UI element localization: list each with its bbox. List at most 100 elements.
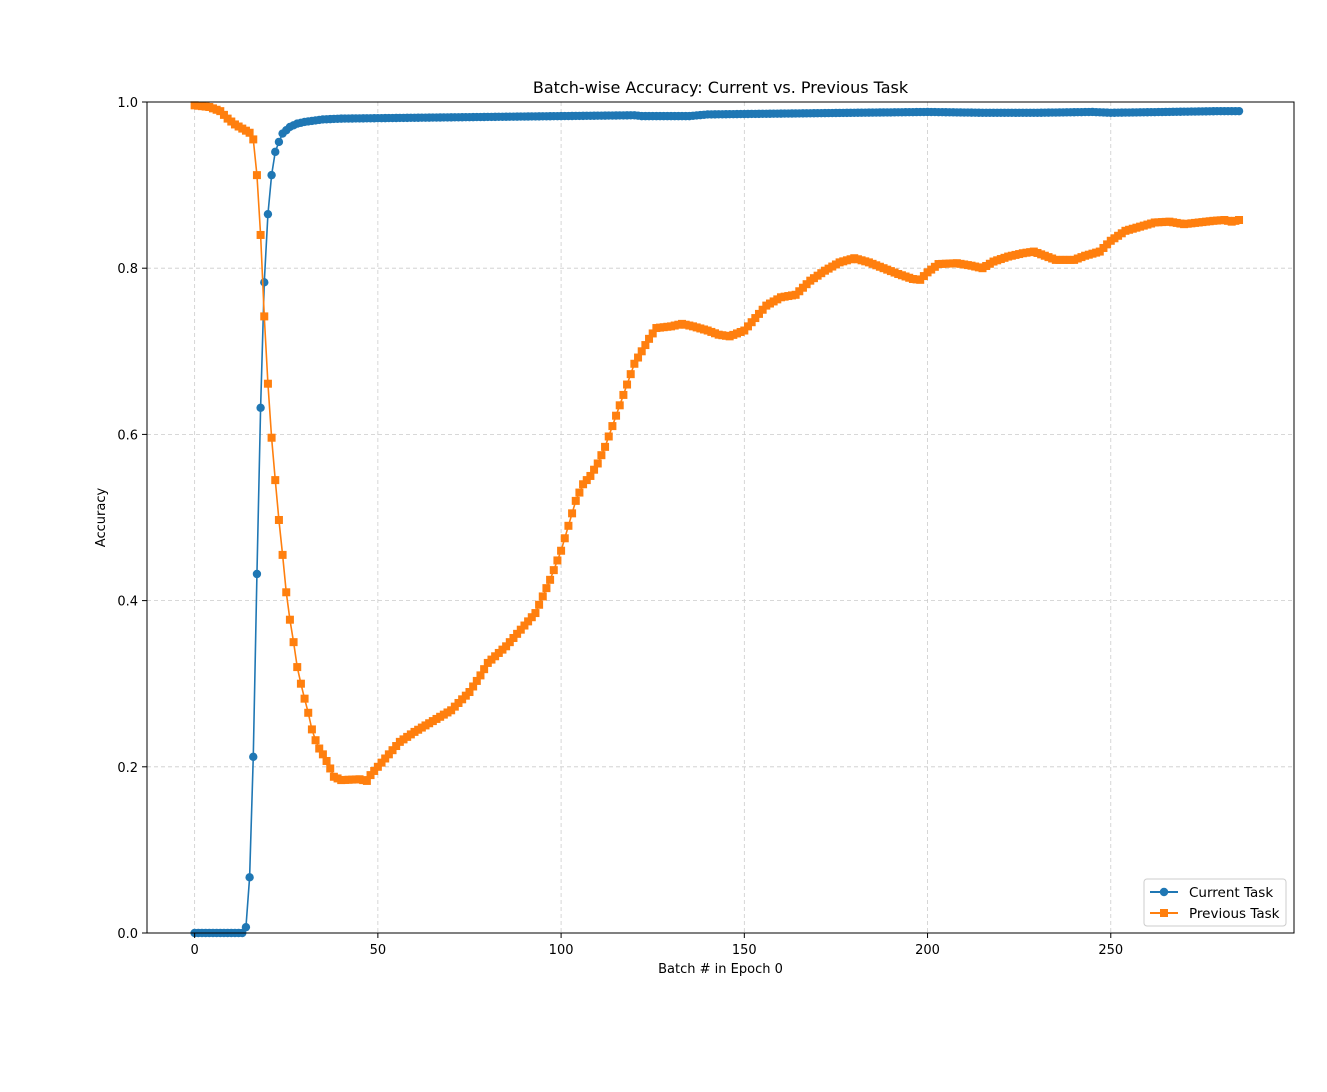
data-point [535,600,544,609]
chart-title: Batch-wise Accuracy: Current vs. Previou… [533,78,909,97]
data-point [626,370,635,379]
data-point [648,329,657,338]
data-point [362,776,371,785]
data-point [524,617,533,626]
legend-label-current-task: Current Task [1189,885,1273,901]
data-point [256,403,265,413]
x-tick-label: 0 [190,943,198,958]
series-current-task [190,106,1244,938]
data-point [293,663,302,672]
data-point [245,873,254,882]
data-point [260,312,269,321]
data-point [509,633,518,642]
legend: Current Task Previous Task [1143,878,1287,927]
data-point [373,762,382,771]
data-point [542,584,551,593]
data-point [476,671,485,680]
data-point [285,615,294,624]
x-tick-label: 50 [370,943,387,958]
data-point [267,433,276,442]
data-point [388,746,397,755]
data-point [274,137,284,147]
data-point [505,638,514,647]
data-point [263,209,273,219]
data-point [377,758,386,767]
data-point [608,422,617,431]
data-point [754,309,763,318]
data-point [381,754,390,763]
data-point [579,480,588,489]
data-point [557,546,566,555]
data-point [571,496,580,505]
data-point [469,682,478,691]
data-point [300,694,309,703]
data-point [271,147,280,157]
data-point [597,451,606,460]
data-point [637,347,646,356]
data-point [307,725,316,734]
y-tick-label: 0.6 [117,428,138,443]
y-axis-label: Accuracy [94,488,109,548]
data-point [465,688,474,697]
data-point [278,550,287,559]
data-point [546,575,555,584]
data-point [619,390,628,399]
data-point [582,476,591,485]
data-point [634,353,643,362]
data-point [260,278,269,287]
data-point [1235,216,1244,225]
x-tick-label: 200 [915,943,940,958]
legend-box [1143,878,1287,927]
data-point [289,638,298,647]
data-point [568,509,577,518]
data-point [245,128,254,137]
data-point [322,756,331,765]
data-point [575,488,584,497]
data-point [370,766,379,775]
x-axis-label: Batch # in Epoch 0 [658,962,783,977]
y-axis: 0.0 0.2 0.4 0.6 0.8 1.0 [117,96,147,942]
data-point [751,314,760,323]
data-point [623,380,632,389]
data-point [641,341,650,350]
y-tick-label: 0.2 [117,761,138,776]
data-point [586,471,595,480]
data-point [256,230,265,239]
data-point [513,629,522,638]
data-point [549,566,558,575]
data-point [249,135,258,144]
data-point [645,334,654,343]
data-point [590,465,599,474]
data-point [630,359,639,368]
data-point [601,442,610,451]
data-point [267,170,276,180]
data-point [304,708,313,717]
data-point [263,379,272,388]
data-point [282,588,291,597]
data-point [271,476,280,485]
x-tick-label: 150 [732,943,757,958]
data-point [520,621,529,630]
data-point [241,922,251,932]
data-point [531,609,540,618]
data-point [604,432,613,441]
data-point [527,613,536,622]
x-tick-label: 250 [1098,943,1123,958]
data-point [296,679,305,688]
legend-label-previous-task: Previous Task [1189,906,1280,922]
data-point [743,322,752,331]
data-point [538,592,547,601]
data-point [252,569,262,579]
y-tick-label: 0.4 [117,595,138,610]
data-point [315,744,324,753]
data-point [252,171,261,180]
data-point [564,521,573,530]
data-point [480,665,489,674]
data-point [472,676,481,685]
data-point [612,411,621,420]
data-point [366,771,375,780]
data-point [318,750,327,759]
data-point [740,326,749,335]
